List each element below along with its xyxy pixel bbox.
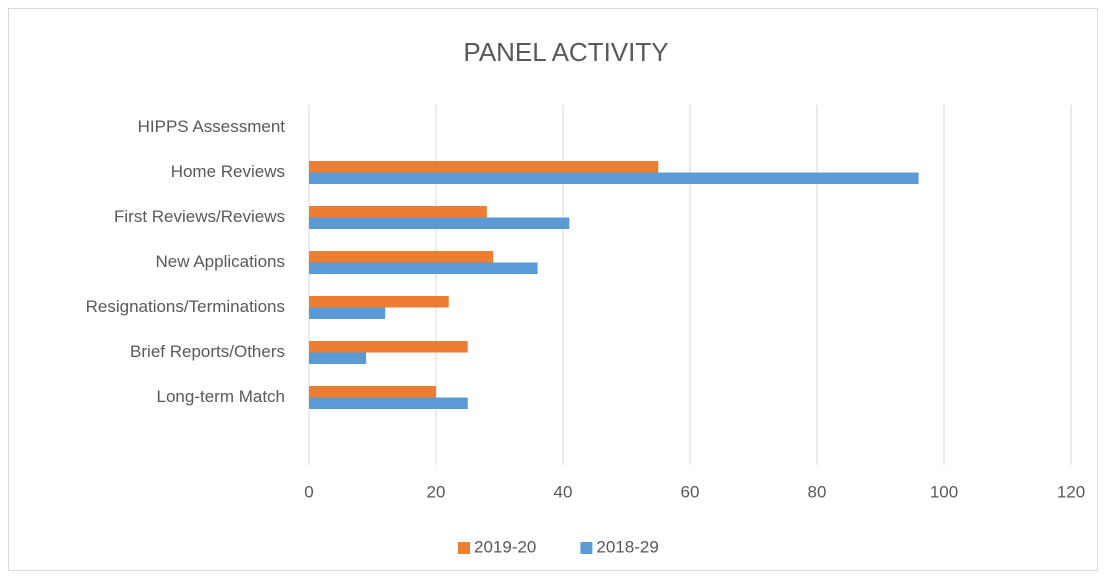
- y-tick-label: First Reviews/Reviews: [114, 207, 285, 226]
- bar: [309, 352, 367, 364]
- legend-label: 2018-29: [596, 537, 658, 556]
- y-tick-label: Long-term Match: [157, 387, 286, 406]
- bar: [309, 262, 538, 274]
- x-tick-label: 20: [427, 482, 446, 501]
- y-tick-label: Brief Reports/Others: [130, 342, 285, 361]
- y-tick-label: HIPPS Assessment: [138, 117, 286, 136]
- chart-title: PANEL ACTIVITY: [463, 37, 668, 67]
- legend-swatch: [580, 542, 593, 554]
- bar: [309, 251, 494, 263]
- y-tick-label: Home Reviews: [171, 162, 285, 181]
- bar: [309, 386, 436, 398]
- legend-swatch: [458, 542, 470, 554]
- bar: [309, 296, 449, 308]
- bar: [309, 397, 468, 409]
- bar: [309, 172, 919, 184]
- bar: [309, 341, 468, 353]
- x-tick-label: 60: [681, 482, 700, 501]
- x-tick-label: 80: [808, 482, 827, 501]
- x-tick-label: 100: [930, 482, 958, 501]
- bar: [309, 206, 487, 218]
- x-tick-label: 120: [1057, 482, 1085, 501]
- y-tick-label: Resignations/Terminations: [86, 297, 285, 316]
- x-tick-label: 40: [554, 482, 573, 501]
- x-tick-label: 0: [304, 482, 313, 501]
- bar: [309, 307, 386, 319]
- bar: [309, 161, 659, 173]
- chart-border: [8, 8, 1098, 571]
- y-tick-label: New Applications: [156, 252, 285, 271]
- bar: [309, 217, 570, 229]
- legend-label: 2019-20: [474, 537, 536, 556]
